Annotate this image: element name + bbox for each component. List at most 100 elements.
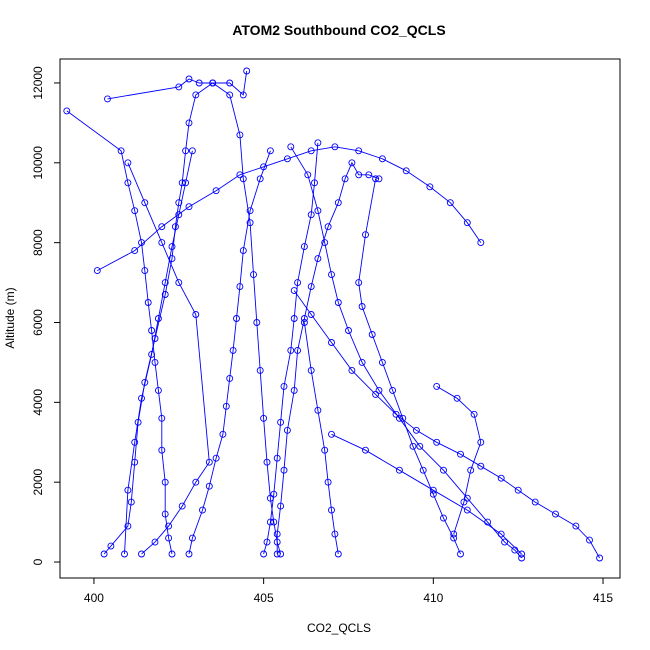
data-point [165, 534, 173, 542]
data-point [348, 366, 356, 374]
data-point [290, 287, 298, 295]
data-point [104, 95, 111, 103]
data-point [185, 550, 193, 558]
data-point [239, 247, 247, 255]
data-point [280, 382, 288, 390]
data-point [287, 346, 295, 354]
data-point [131, 207, 139, 215]
data-point [395, 414, 403, 422]
data-point [283, 426, 291, 434]
data-point [304, 171, 312, 179]
data-point [199, 506, 206, 514]
data-point [246, 219, 254, 227]
data-point [158, 223, 166, 231]
data-point [300, 243, 308, 251]
data-point [219, 430, 227, 438]
data-point [470, 410, 478, 418]
data-point [375, 175, 383, 183]
x-axis: 400 405 410 415 [84, 578, 613, 605]
plot-frame [59, 58, 621, 579]
data-point [161, 510, 169, 518]
x-tick-label: 400 [84, 591, 104, 605]
data-point [586, 536, 593, 544]
data-point [277, 502, 285, 510]
plot-area [63, 67, 604, 562]
data-point [192, 91, 200, 99]
data-point [178, 502, 186, 510]
data-point [514, 486, 522, 494]
profile-line [276, 161, 380, 554]
data-point [141, 199, 149, 207]
data-point [314, 139, 322, 147]
data-point [497, 530, 505, 538]
data-point [212, 454, 220, 462]
data-point [185, 75, 193, 83]
data-point [158, 414, 166, 422]
data-point [453, 394, 461, 402]
data-point [270, 490, 278, 498]
data-point [392, 410, 400, 418]
data-point [402, 167, 410, 175]
data-point [324, 478, 332, 486]
data-point [477, 462, 485, 470]
data-point [209, 79, 217, 87]
data-point [175, 279, 183, 287]
data-point [138, 239, 145, 247]
data-point [260, 163, 268, 171]
y-tick-label: 0 [31, 558, 45, 565]
data-point [260, 550, 268, 558]
x-axis-label: CO2_QCLS [307, 621, 371, 635]
data-point [283, 155, 291, 163]
data-point [378, 358, 386, 366]
data-point [124, 179, 132, 187]
data-point [419, 466, 427, 474]
data-point [328, 271, 335, 279]
data-point [358, 303, 366, 310]
data-point [165, 522, 173, 530]
data-point [440, 466, 447, 474]
data-point [429, 486, 437, 494]
data-point [389, 386, 397, 394]
data-point [138, 550, 145, 558]
data-point [239, 175, 247, 183]
data-point [250, 271, 257, 279]
data-point [457, 450, 464, 458]
data-point [290, 315, 298, 322]
data-point [263, 458, 271, 466]
data-point [188, 534, 196, 542]
data-point [239, 91, 247, 99]
data-point [331, 143, 339, 151]
data-point [328, 339, 335, 346]
y-tick-label: 6000 [31, 309, 45, 336]
data-point [328, 430, 335, 438]
data-point [138, 394, 145, 402]
data-point [334, 199, 342, 207]
data-point [314, 255, 322, 263]
data-point [334, 299, 342, 306]
y-axis: 0 2000 4000 6000 8000 10000 12000 [31, 66, 60, 565]
data-point [121, 550, 128, 558]
data-point [127, 498, 135, 506]
data-point [236, 171, 244, 179]
data-point [355, 147, 363, 155]
data-point [290, 386, 298, 394]
data-point [429, 490, 437, 498]
data-point [277, 418, 285, 426]
data-point [440, 514, 447, 522]
data-point [395, 466, 403, 474]
data-point [154, 315, 162, 322]
data-point [93, 267, 101, 275]
data-point [273, 454, 281, 462]
data-point [378, 155, 386, 163]
data-point [307, 211, 315, 219]
data-point [205, 482, 213, 490]
data-point [117, 147, 125, 155]
data-point [141, 267, 149, 275]
x-tick-label: 415 [593, 591, 613, 605]
data-point [236, 131, 244, 139]
data-point [243, 67, 251, 75]
data-point [161, 291, 169, 298]
data-point [300, 319, 308, 326]
data-point [148, 327, 156, 334]
data-point [307, 147, 315, 155]
